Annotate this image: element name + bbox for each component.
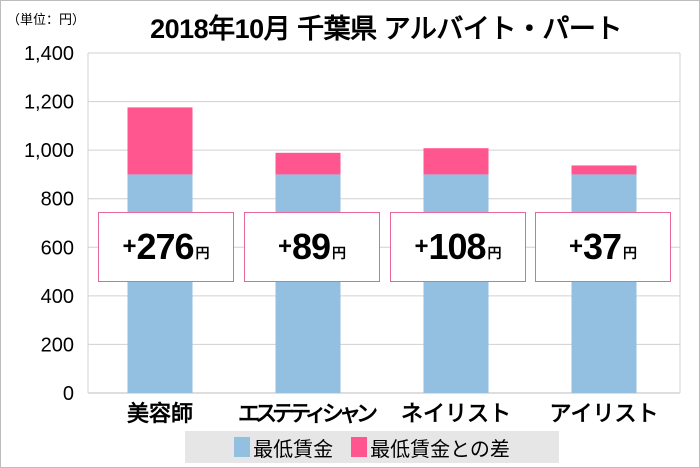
plus-sign: + xyxy=(414,233,429,260)
unit-label: （単位：円） xyxy=(7,12,86,27)
plus-sign: + xyxy=(568,233,583,260)
legend-item-diff: 最低賃金との差 xyxy=(351,433,510,462)
bar-minimum-wage xyxy=(127,174,193,393)
legend-swatch xyxy=(234,437,251,457)
bar-minimum-wage xyxy=(423,174,489,393)
diff-value: 89 xyxy=(291,226,331,267)
x-category-label: エステティシャン xyxy=(238,401,378,426)
legend-label: 最低賃金との差 xyxy=(370,438,510,461)
x-category-label: アイリスト xyxy=(550,401,659,426)
y-tick-label: 600 xyxy=(41,237,74,259)
diff-value: 276 xyxy=(136,226,194,267)
y-tick-label: 0 xyxy=(63,383,74,405)
diff-value: 108 xyxy=(428,226,486,267)
diff-value: 37 xyxy=(582,226,622,267)
bar-difference xyxy=(275,152,341,175)
bar-minimum-wage xyxy=(275,174,341,393)
y-tick-label: 400 xyxy=(41,286,74,308)
bar-difference xyxy=(571,165,637,175)
diff-label-box: +276 円 xyxy=(98,212,234,282)
legend-swatch xyxy=(351,437,368,457)
legend-label: 最低賃金 xyxy=(253,438,334,461)
diff-label-box: +37 円 xyxy=(535,212,671,282)
y-tick-label: 1,400 xyxy=(24,43,74,65)
yen-unit: 円 xyxy=(195,245,210,261)
yen-unit: 円 xyxy=(623,245,638,261)
y-tick-label: 200 xyxy=(41,334,74,356)
x-category-label: ネイリスト xyxy=(401,401,511,426)
y-tick-label: 1,000 xyxy=(24,140,74,162)
y-tick-label: 800 xyxy=(41,189,74,211)
chart-title: 2018年10月 千葉県 アルバイト・パート xyxy=(150,14,622,44)
bar-difference xyxy=(127,107,193,175)
bar-difference xyxy=(423,148,489,175)
bar-minimum-wage xyxy=(571,174,637,393)
x-category-label: 美容師 xyxy=(127,401,193,426)
plus-sign: + xyxy=(277,233,292,260)
yen-unit: 円 xyxy=(332,245,347,261)
plus-sign: + xyxy=(122,233,137,260)
y-tick-label: 1,200 xyxy=(24,92,74,114)
legend: 最低賃金 最低賃金との差 xyxy=(185,431,559,463)
diff-label-box: +108 円 xyxy=(390,212,526,282)
legend-item-base: 最低賃金 xyxy=(234,433,333,462)
yen-unit: 円 xyxy=(487,245,502,261)
diff-label-box: +89 円 xyxy=(244,212,380,282)
